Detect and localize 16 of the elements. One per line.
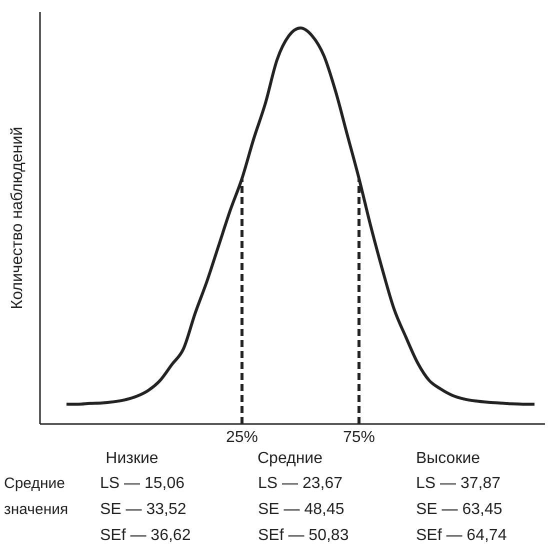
text: SE — 48,45 bbox=[258, 501, 344, 518]
x-tick-label: 25% bbox=[226, 429, 258, 446]
text: LS — 37,87 bbox=[416, 475, 501, 492]
text: LS — 23,67 bbox=[258, 475, 343, 492]
text: SEf — 64,74 bbox=[416, 527, 507, 544]
text: SE — 63,45 bbox=[416, 501, 502, 518]
text: Средние bbox=[257, 450, 323, 467]
text: LS — 15,06 bbox=[100, 475, 185, 492]
x-tick-label: 75% bbox=[342, 429, 376, 446]
text: Средние значения bbox=[4, 475, 68, 518]
text: Высокие bbox=[416, 450, 480, 467]
text: SEf — 36,62 bbox=[100, 527, 191, 544]
text: SE — 33,52 bbox=[100, 501, 186, 518]
y-axis-title: Количество наблюдений bbox=[9, 126, 26, 310]
text: Низкие bbox=[106, 450, 158, 467]
text: SEf — 50,83 bbox=[258, 527, 349, 544]
